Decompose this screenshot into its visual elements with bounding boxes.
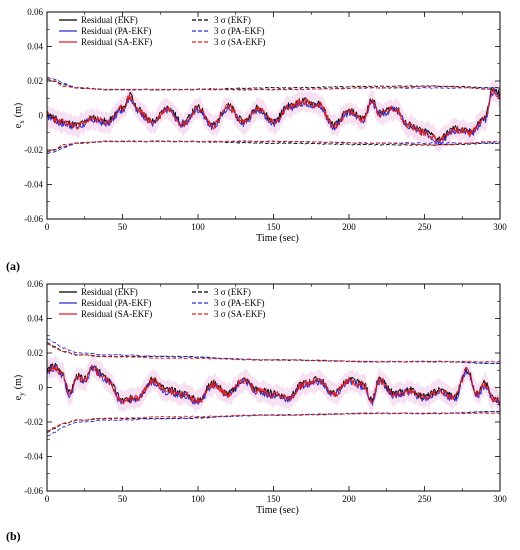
y-tick-label: 0.06 bbox=[27, 7, 43, 17]
legend-entry: 3 σ (EKF) bbox=[214, 15, 251, 25]
residual-sa-ekf-line bbox=[47, 88, 500, 143]
y-axis-label-sub: x bbox=[18, 120, 26, 124]
x-tick-label: 250 bbox=[418, 222, 432, 232]
y-axis-label-main: e bbox=[13, 395, 24, 400]
x-tick-label: 0 bbox=[45, 494, 50, 504]
residual-band bbox=[47, 78, 500, 152]
residual-band bbox=[47, 355, 500, 414]
legend-entry: Residual (EKF) bbox=[81, 15, 138, 25]
sigma-pa-ekf-upper bbox=[47, 338, 500, 365]
x-tick-label: 300 bbox=[493, 494, 507, 504]
y-tick-label: 0.04 bbox=[27, 42, 43, 52]
legend-entry: 3 σ (EKF) bbox=[214, 287, 251, 297]
y-tick-label: -0.04 bbox=[24, 452, 43, 462]
plot-area bbox=[47, 338, 500, 437]
residual-sa-ekf-line bbox=[47, 364, 500, 406]
panel-label: (b) bbox=[6, 529, 21, 543]
chart-panel-1: 0 50 100 150 200 250 300 -0.06 -0.04 -0.02 0 0.02 0.… bbox=[6, 7, 507, 273]
legend-entry: Residual (PA-EKF) bbox=[81, 298, 151, 308]
y-axis-label: ey (m) bbox=[13, 375, 26, 400]
x-tick-label: 150 bbox=[267, 494, 281, 504]
y-tick-label: -0.06 bbox=[24, 214, 43, 224]
legend-entry: Residual (PA-EKF) bbox=[81, 26, 151, 36]
legend-entry: 3 σ (PA-EKF) bbox=[214, 26, 265, 36]
y-tick-label: 0.04 bbox=[27, 314, 43, 324]
y-axis-label: ex (m) bbox=[13, 103, 26, 128]
plot-area bbox=[47, 76, 500, 155]
x-tick-label: 100 bbox=[191, 494, 205, 504]
x-tick-label: 150 bbox=[267, 222, 281, 232]
panel-label: (a) bbox=[6, 259, 20, 273]
x-tick-label: 200 bbox=[342, 494, 356, 504]
sigma-sa-ekf-lower bbox=[47, 140, 500, 153]
x-axis-label: Time (sec) bbox=[256, 233, 299, 244]
x-tick-label: 250 bbox=[418, 494, 432, 504]
sigma-sa-ekf-lower bbox=[47, 412, 500, 432]
legend: Residual (EKF)Residual (PA-EKF)Residual … bbox=[59, 15, 265, 47]
x-tick-label: 0 bbox=[45, 222, 50, 232]
y-axis-label-sub: y bbox=[18, 392, 26, 396]
x-tick-label: 300 bbox=[493, 222, 507, 232]
y-tick-label: 0.06 bbox=[27, 279, 43, 289]
y-tick-label: 0 bbox=[39, 383, 44, 393]
legend: Residual (EKF)Residual (PA-EKF)Residual … bbox=[59, 287, 265, 319]
sigma-pa-ekf-lower bbox=[47, 410, 500, 437]
x-tick-label: 200 bbox=[342, 222, 356, 232]
y-tick-label: -0.06 bbox=[24, 486, 43, 496]
y-tick-label: 0 bbox=[39, 111, 44, 121]
legend-entry: Residual (EKF) bbox=[81, 287, 138, 297]
x-tick-label: 50 bbox=[118, 494, 128, 504]
chart-panel-2: 0 50 100 150 200 250 300 -0.06 -0.04 -0.02 0 0.02 0.… bbox=[6, 279, 507, 543]
y-tick-label: 0.02 bbox=[27, 348, 43, 358]
legend-entry: 3 σ (SA-EKF) bbox=[214, 309, 265, 319]
y-axis-label-unit: (m) bbox=[13, 103, 24, 117]
legend-entry: Residual (SA-EKF) bbox=[81, 37, 152, 47]
x-tick-label: 50 bbox=[118, 222, 128, 232]
x-tick-label: 100 bbox=[191, 222, 205, 232]
y-axis-label-main: e bbox=[13, 123, 24, 128]
y-tick-label: -0.02 bbox=[24, 145, 43, 155]
y-tick-label: 0.02 bbox=[27, 76, 43, 86]
y-tick-label: -0.04 bbox=[24, 180, 43, 190]
legend-entry: 3 σ (SA-EKF) bbox=[214, 37, 265, 47]
sigma-sa-ekf-upper bbox=[47, 78, 500, 91]
sigma-sa-ekf-upper bbox=[47, 343, 500, 363]
y-tick-label: -0.02 bbox=[24, 417, 43, 427]
legend-entry: 3 σ (PA-EKF) bbox=[214, 298, 265, 308]
x-axis-label: Time (sec) bbox=[256, 505, 299, 516]
y-axis-label-unit: (m) bbox=[13, 375, 24, 389]
legend-entry: Residual (SA-EKF) bbox=[81, 309, 152, 319]
